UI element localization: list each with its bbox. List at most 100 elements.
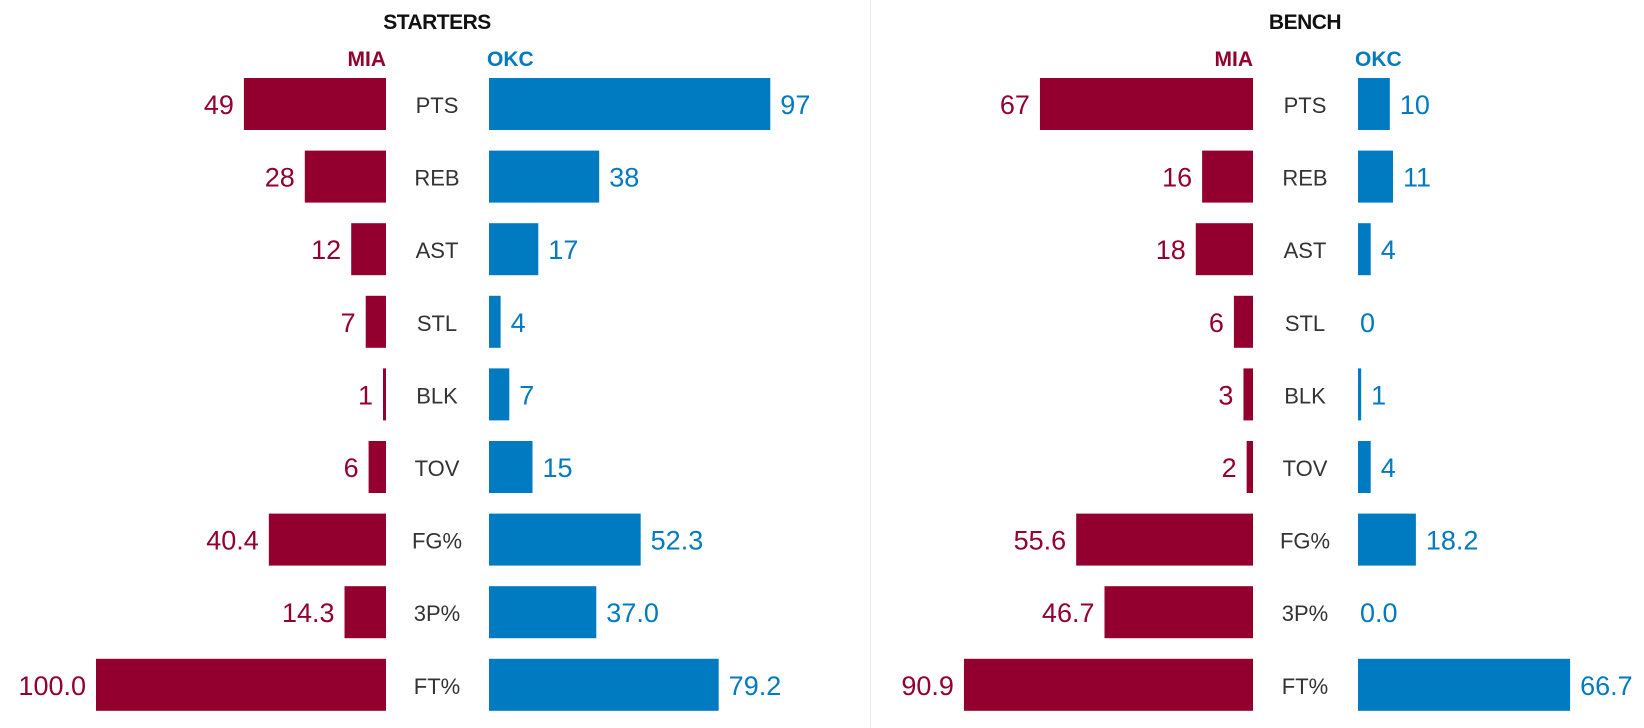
bench-title: BENCH xyxy=(1269,11,1341,34)
starters-mia-bar-stl xyxy=(365,295,386,348)
starters-okc-value-fg-pct: 52.3 xyxy=(651,526,704,556)
bench-category-reb: REB xyxy=(1282,166,1327,191)
starters-okc-bar-ft-pct xyxy=(489,658,719,711)
panel-divider xyxy=(870,0,871,728)
bench-okc-value-stl: 0 xyxy=(1360,308,1375,338)
starters-mia-value-stl: 7 xyxy=(341,308,356,338)
starters-okc-bar-fg-pct xyxy=(489,513,641,566)
bench-row-stl: 6 STL 0 xyxy=(1209,295,1375,348)
starters-mia-bar-blk xyxy=(383,368,386,421)
bench-okc-bar-ast xyxy=(1358,223,1371,276)
starters-category-reb: REB xyxy=(414,166,459,191)
starters-okc-bar-ast xyxy=(489,223,539,276)
starters-mia-value-ft-pct: 100.0 xyxy=(18,671,86,701)
bench-mia-bar-reb xyxy=(1202,150,1253,203)
bench-mia-bar-3p-pct xyxy=(1104,586,1253,639)
starters-mia-bar-reb xyxy=(304,150,386,203)
starters-mia-value-blk: 1 xyxy=(358,380,373,410)
bench-okc-value-reb: 11 xyxy=(1403,163,1431,193)
starters-category-pts: PTS xyxy=(416,93,459,118)
bench-category-ft-pct: FT% xyxy=(1282,674,1328,699)
starters-okc-bar-tov xyxy=(489,441,533,493)
bench-mia-bar-ast xyxy=(1195,223,1253,276)
starters-row-blk: 1 BLK 7 xyxy=(358,368,534,421)
starters-mia-value-3p-pct: 14.3 xyxy=(282,598,335,628)
starters-okc-value-blk: 7 xyxy=(519,380,534,410)
bench-row-blk: 3 BLK 1 xyxy=(1218,368,1386,421)
starters-mia-value-ast: 12 xyxy=(311,235,341,265)
bench-panel: BENCH MIA OKC 67 PTS 10 16 REB 11 18 AST 4 6 STL 0 3… xyxy=(901,11,1633,711)
starters-mia-bar-ft-pct xyxy=(96,658,386,711)
starters-row-ft-pct: 100.0 FT% 79.2 xyxy=(18,658,782,711)
bench-okc-bar-pts xyxy=(1358,78,1390,130)
bench-okc-value-blk: 1 xyxy=(1371,380,1386,410)
bench-category-tov: TOV xyxy=(1283,456,1328,481)
starters-okc-bar-reb xyxy=(489,150,600,203)
bench-mia-value-ast: 18 xyxy=(1156,235,1186,265)
starters-okc-value-pts: 97 xyxy=(780,90,810,120)
starters-category-3p-pct: 3P% xyxy=(414,601,460,626)
bench-category-stl: STL xyxy=(1285,311,1325,336)
bench-category-fg-pct: FG% xyxy=(1280,529,1330,554)
bench-okc-bar-fg-pct xyxy=(1358,513,1416,566)
bench-mia-value-3p-pct: 46.7 xyxy=(1042,598,1095,628)
bench-mia-value-stl: 6 xyxy=(1209,308,1224,338)
bench-mia-value-tov: 2 xyxy=(1222,453,1237,483)
bench-okc-bar-reb xyxy=(1358,150,1393,203)
starters-category-tov: TOV xyxy=(415,456,460,481)
starters-okc-value-ft-pct: 79.2 xyxy=(729,671,782,701)
starters-category-fg-pct: FG% xyxy=(412,529,462,554)
starters-okc-value-3p-pct: 37.0 xyxy=(606,598,659,628)
starters-row-pts: 49 PTS 97 xyxy=(204,78,810,130)
bench-okc-bar-tov xyxy=(1358,441,1371,493)
bench-category-pts: PTS xyxy=(1284,93,1327,118)
bench-mia-value-blk: 3 xyxy=(1218,380,1233,410)
bench-mia-bar-pts xyxy=(1039,78,1253,130)
bench-mia-value-fg-pct: 55.6 xyxy=(1014,526,1067,556)
starters-mia-value-tov: 6 xyxy=(344,453,359,483)
bench-okc-bar-ft-pct xyxy=(1358,658,1571,711)
bench-okc-value-pts: 10 xyxy=(1400,90,1430,120)
bench-mia-bar-stl xyxy=(1233,295,1253,348)
starters-category-stl: STL xyxy=(417,311,457,336)
starters-okc-bar-stl xyxy=(489,295,501,348)
starters-okc-bar-blk xyxy=(489,368,510,421)
starters-mia-value-fg-pct: 40.4 xyxy=(206,526,259,556)
bench-mia-bar-blk xyxy=(1243,368,1253,421)
starters-row-3p-pct: 14.3 3P% 37.0 xyxy=(282,586,659,639)
bench-row-ast: 18 AST 4 xyxy=(1156,223,1396,276)
starters-mia-bar-tov xyxy=(368,441,386,493)
starters-row-reb: 28 REB 38 xyxy=(265,150,639,203)
bench-okc-value-ast: 4 xyxy=(1381,235,1396,265)
starters-mia-bar-fg-pct xyxy=(268,513,386,566)
starters-okc-bar-pts xyxy=(489,78,771,130)
bench-mia-bar-fg-pct xyxy=(1076,513,1253,566)
starters-row-tov: 6 TOV 15 xyxy=(344,441,573,493)
starters-mia-bar-pts xyxy=(243,78,386,130)
bench-row-reb: 16 REB 11 xyxy=(1162,150,1431,203)
bench-okc-value-tov: 4 xyxy=(1381,453,1396,483)
bench-okc-bar-blk xyxy=(1358,368,1362,421)
starters-okc-legend: OKC xyxy=(487,48,534,71)
starters-mia-bar-ast xyxy=(351,223,386,276)
bench-mia-legend: MIA xyxy=(1215,48,1254,71)
bench-okc-value-ft-pct: 66.7 xyxy=(1580,671,1633,701)
starters-okc-value-reb: 38 xyxy=(609,163,639,193)
starters-okc-value-tov: 15 xyxy=(543,453,573,483)
bench-row-fg-pct: 55.6 FG% 18.2 xyxy=(1014,513,1478,566)
bench-okc-legend: OKC xyxy=(1355,48,1402,71)
starters-category-blk: BLK xyxy=(416,383,458,408)
starters-mia-bar-3p-pct xyxy=(344,586,386,639)
bench-category-blk: BLK xyxy=(1284,383,1326,408)
bench-rows: 67 PTS 10 16 REB 11 18 AST 4 6 STL 0 3 BLK 1 2 TOV 4 55.6 F… xyxy=(901,78,1633,711)
starters-row-ast: 12 AST 17 xyxy=(311,223,578,276)
bench-category-ast: AST xyxy=(1284,238,1327,263)
starters-rows: 49 PTS 97 28 REB 38 12 AST 17 7 STL 4 1 BLK 7 6 TOV 15 40.… xyxy=(18,78,810,711)
starters-row-fg-pct: 40.4 FG% 52.3 xyxy=(206,513,704,566)
starters-category-ft-pct: FT% xyxy=(414,674,460,699)
starters-category-ast: AST xyxy=(416,238,459,263)
starters-okc-value-ast: 17 xyxy=(548,235,578,265)
starters-okc-value-stl: 4 xyxy=(511,308,526,338)
